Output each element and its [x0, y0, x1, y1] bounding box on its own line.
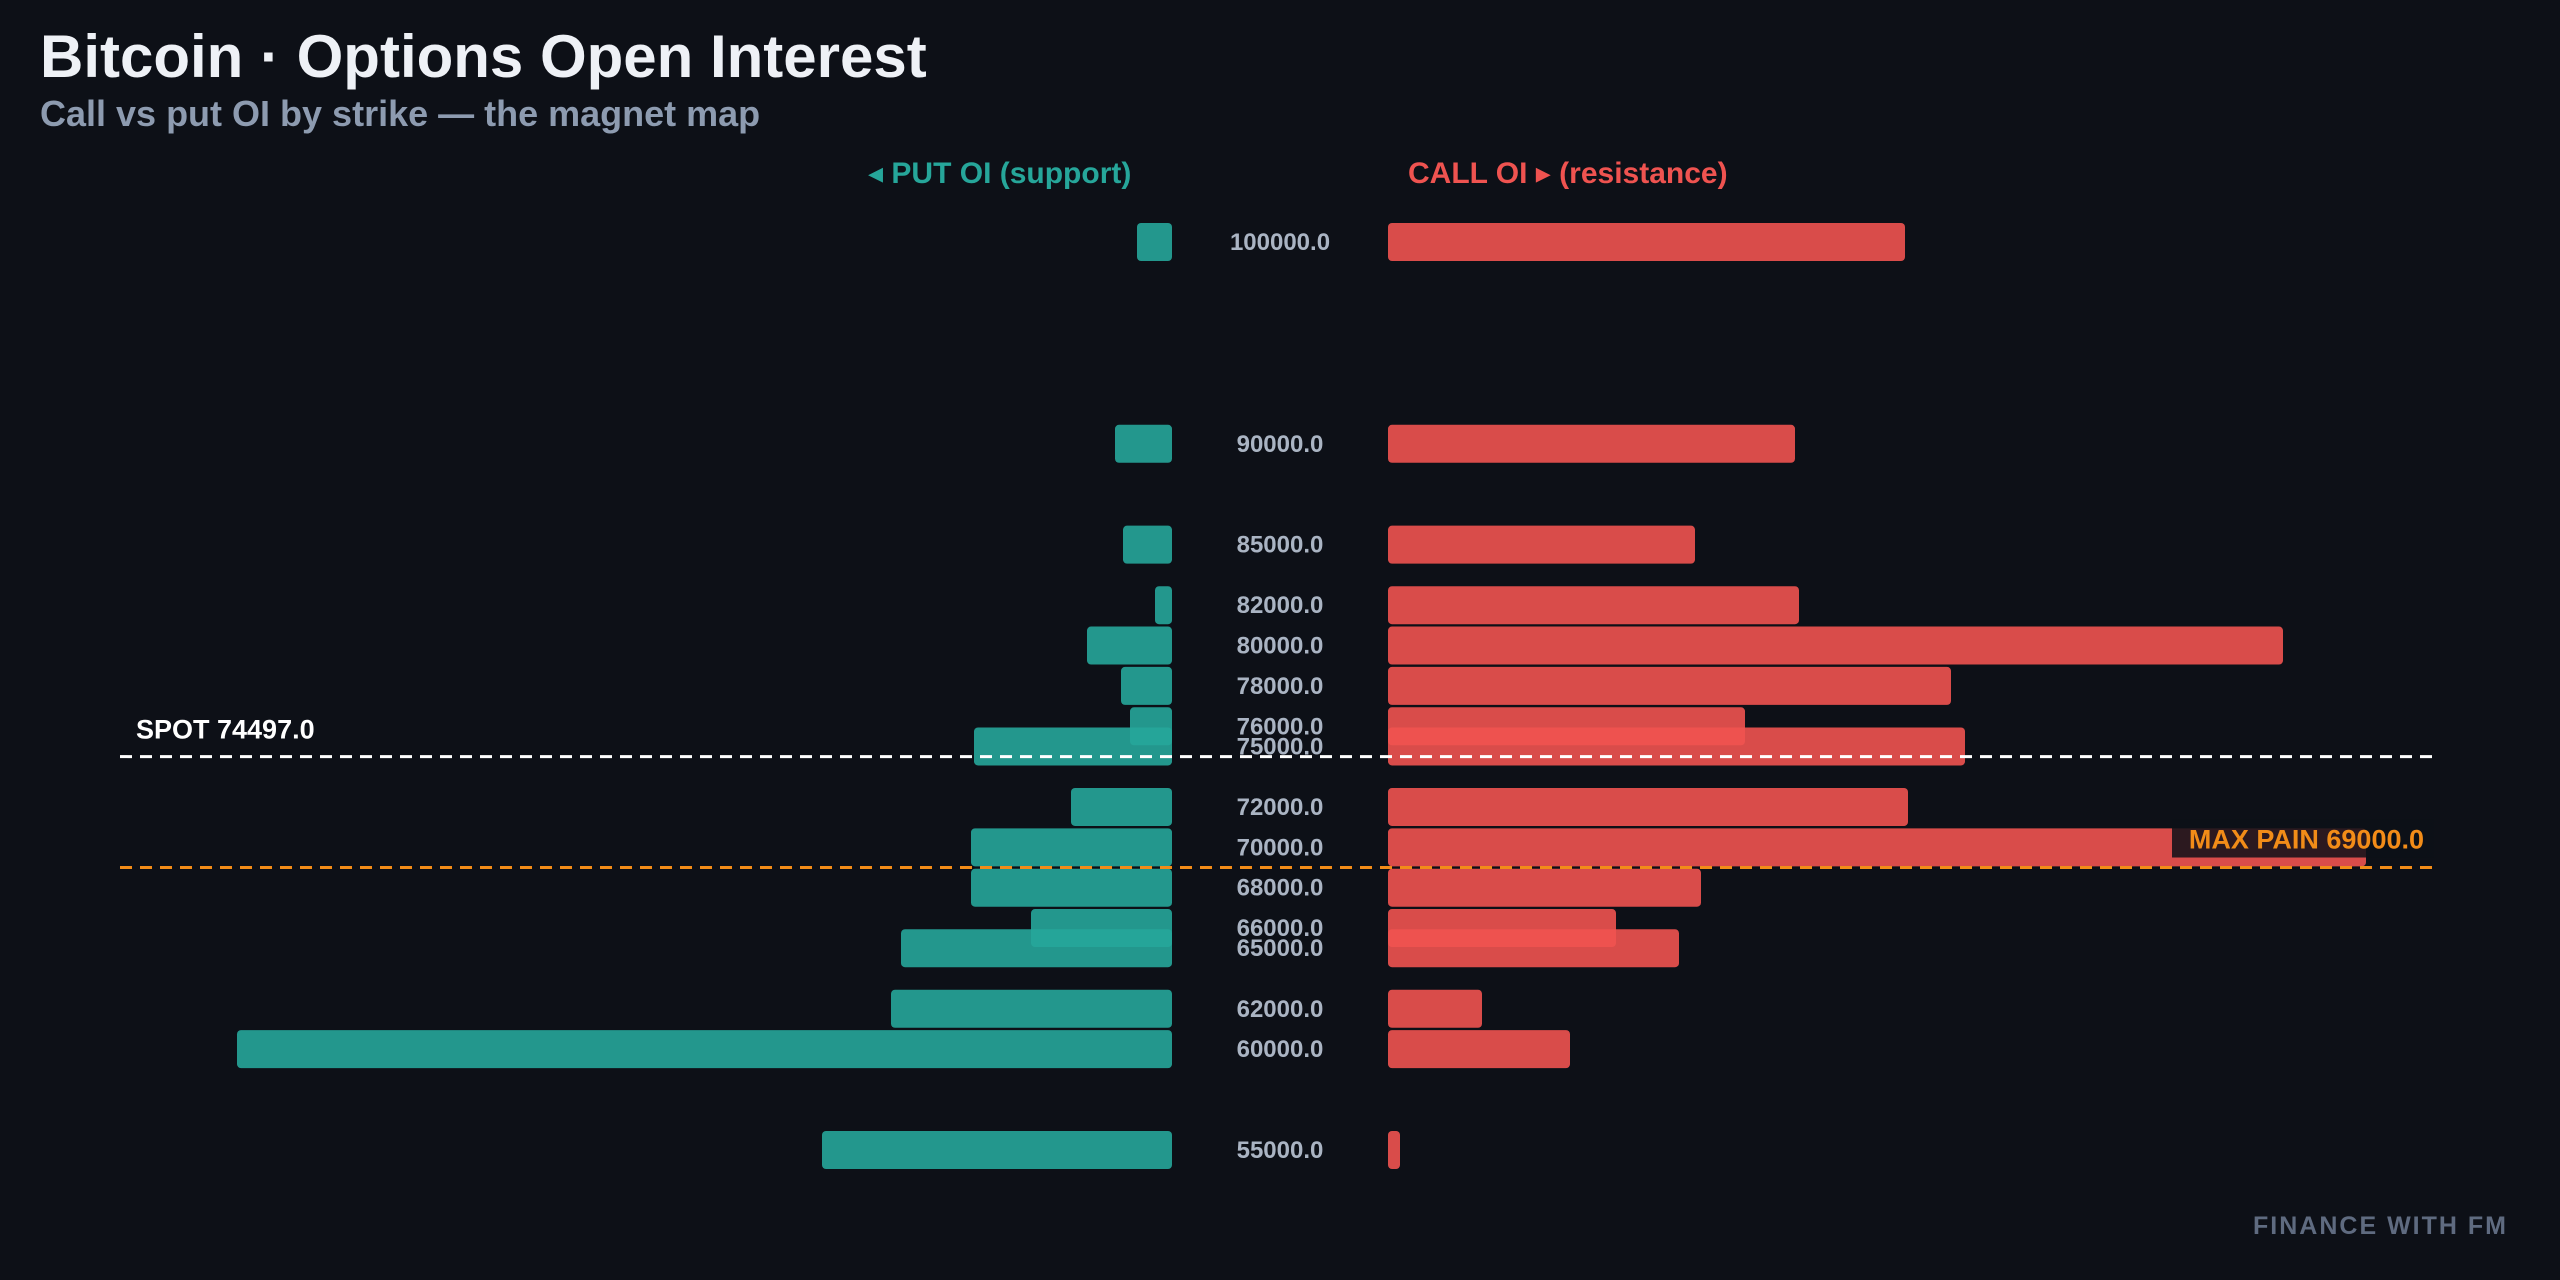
put-bar [1115, 424, 1172, 463]
call-bar [1388, 424, 1795, 463]
call-bar [1388, 989, 1482, 1028]
put-bar [1137, 223, 1172, 261]
call-bar [1388, 525, 1695, 564]
strike-label: 70000.0 [1237, 834, 1324, 861]
put-bar [1087, 626, 1172, 665]
max-pain-label-bg [2172, 819, 2434, 858]
put-bar [1071, 787, 1172, 826]
call-oi-header: CALL OI ▸ (resistance) [1408, 157, 1728, 190]
put-bar [971, 868, 1172, 907]
call-bar [1388, 828, 2366, 867]
spot-label: SPOT 74497.0 [136, 715, 315, 745]
footer-watermark: FINANCE WITH FM [2253, 1212, 2508, 1240]
put-bar [822, 1131, 1172, 1169]
put-bar [891, 989, 1172, 1028]
strike-label: 100000.0 [1230, 229, 1330, 256]
strike-label: 82000.0 [1237, 592, 1324, 619]
strike-label: 72000.0 [1237, 794, 1324, 821]
strike-label: 60000.0 [1237, 1036, 1324, 1063]
call-bar [1388, 586, 1799, 625]
strike-label: 68000.0 [1237, 875, 1324, 902]
strike-label: 55000.0 [1237, 1137, 1324, 1164]
call-bar [1388, 787, 1908, 826]
strike-label: 66000.0 [1237, 915, 1324, 942]
strike-label: 90000.0 [1237, 431, 1324, 458]
call-bar [1388, 666, 1951, 705]
max-pain-label: MAX PAIN 69000.0 [2189, 825, 2424, 855]
call-bar [1388, 223, 1905, 261]
put-bar [237, 1030, 1172, 1069]
strike-label: 80000.0 [1237, 633, 1324, 660]
put-oi-header: ◂ PUT OI (support) [868, 157, 1132, 190]
put-bar [974, 727, 1172, 766]
strike-label: 78000.0 [1237, 673, 1324, 700]
put-bar [901, 929, 1172, 968]
call-bar [1388, 929, 1679, 968]
put-bar [1121, 666, 1172, 705]
strike-label: 76000.0 [1237, 713, 1324, 740]
call-bar [1388, 868, 1701, 907]
chart-subtitle: Call vs put OI by strike — the magnet ma… [40, 93, 761, 134]
put-bar [1123, 525, 1172, 564]
strike-label: 62000.0 [1237, 996, 1324, 1023]
call-bar [1388, 626, 2283, 665]
chart-title: Bitcoin · Options Open Interest [40, 23, 927, 90]
strike-label: 65000.0 [1237, 935, 1324, 962]
call-bar [1388, 1131, 1400, 1169]
put-bar [1155, 586, 1172, 625]
put-bar [971, 828, 1172, 867]
call-bar [1388, 1030, 1570, 1069]
strike-label: 85000.0 [1237, 532, 1324, 559]
call-bar [1388, 727, 1965, 766]
